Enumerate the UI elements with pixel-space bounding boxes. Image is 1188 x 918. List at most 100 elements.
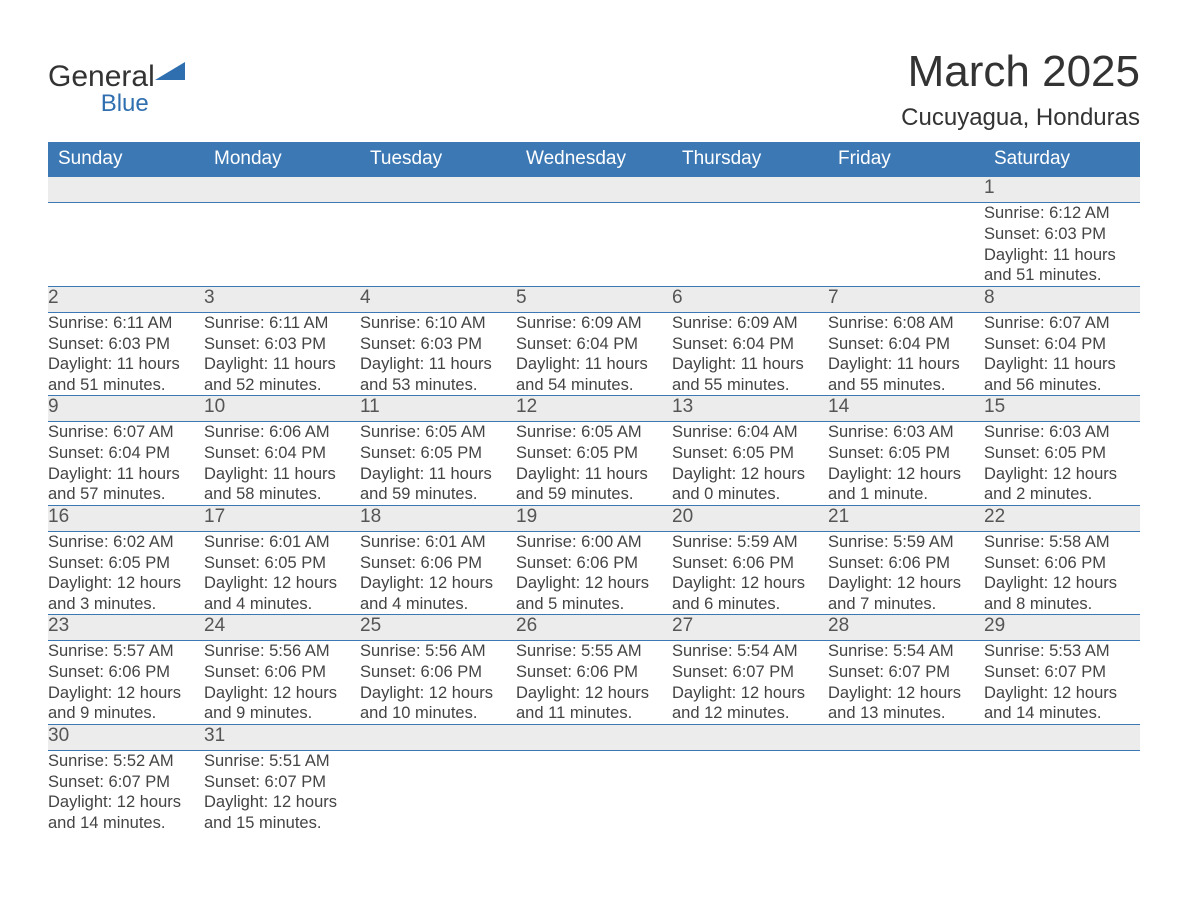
weekday-header: Tuesday xyxy=(360,142,516,177)
sunrise-line: Sunrise: 6:11 AM xyxy=(48,313,204,334)
day-detail-cell xyxy=(360,750,516,833)
sunrise-line: Sunrise: 6:05 AM xyxy=(516,422,672,443)
day-number-cell: 17 xyxy=(204,505,360,531)
sunset-line: Sunset: 6:05 PM xyxy=(828,443,984,464)
day-number-cell xyxy=(48,177,204,203)
day-number-cell: 29 xyxy=(984,615,1140,641)
weekday-header: Saturday xyxy=(984,142,1140,177)
daylight-line: Daylight: 12 hours and 11 minutes. xyxy=(516,683,672,724)
sunset-line: Sunset: 6:07 PM xyxy=(48,772,204,793)
weekday-header: Sunday xyxy=(48,142,204,177)
daylight-line: Daylight: 12 hours and 4 minutes. xyxy=(360,573,516,614)
day-number-cell xyxy=(516,724,672,750)
day-number-cell: 3 xyxy=(204,286,360,312)
day-detail-cell: Sunrise: 5:58 AMSunset: 6:06 PMDaylight:… xyxy=(984,531,1140,615)
day-detail-cell xyxy=(516,750,672,833)
day-detail-cell: Sunrise: 6:12 AMSunset: 6:03 PMDaylight:… xyxy=(984,203,1140,287)
day-detail-cell: Sunrise: 6:05 AMSunset: 6:05 PMDaylight:… xyxy=(360,422,516,506)
sunrise-line: Sunrise: 5:59 AM xyxy=(828,532,984,553)
daylight-line: Daylight: 11 hours and 58 minutes. xyxy=(204,464,360,505)
sunrise-line: Sunrise: 6:02 AM xyxy=(48,532,204,553)
day-number-cell: 28 xyxy=(828,615,984,641)
day-detail-row: Sunrise: 5:57 AMSunset: 6:06 PMDaylight:… xyxy=(48,641,1140,725)
day-number-cell: 20 xyxy=(672,505,828,531)
sunrise-line: Sunrise: 5:54 AM xyxy=(672,641,828,662)
day-number-cell: 15 xyxy=(984,396,1140,422)
daylight-line: Daylight: 12 hours and 2 minutes. xyxy=(984,464,1140,505)
sunset-line: Sunset: 6:07 PM xyxy=(672,662,828,683)
day-number-cell xyxy=(672,177,828,203)
day-number-cell: 4 xyxy=(360,286,516,312)
day-number-cell: 23 xyxy=(48,615,204,641)
sunset-line: Sunset: 6:04 PM xyxy=(204,443,360,464)
sunset-line: Sunset: 6:04 PM xyxy=(984,334,1140,355)
sunrise-line: Sunrise: 5:56 AM xyxy=(360,641,516,662)
sunrise-line: Sunrise: 6:08 AM xyxy=(828,313,984,334)
day-number-cell: 22 xyxy=(984,505,1140,531)
logo-sub: Blue xyxy=(48,90,149,118)
sunrise-line: Sunrise: 6:01 AM xyxy=(204,532,360,553)
day-number-cell: 10 xyxy=(204,396,360,422)
day-number-cell: 1 xyxy=(984,177,1140,203)
day-number-row: 9101112131415 xyxy=(48,396,1140,422)
weekday-header: Monday xyxy=(204,142,360,177)
day-detail-cell: Sunrise: 6:11 AMSunset: 6:03 PMDaylight:… xyxy=(204,312,360,396)
day-detail-row: Sunrise: 6:12 AMSunset: 6:03 PMDaylight:… xyxy=(48,203,1140,287)
sunrise-line: Sunrise: 5:54 AM xyxy=(828,641,984,662)
sunrise-line: Sunrise: 5:51 AM xyxy=(204,751,360,772)
day-detail-cell: Sunrise: 5:53 AMSunset: 6:07 PMDaylight:… xyxy=(984,641,1140,725)
sunset-line: Sunset: 6:03 PM xyxy=(48,334,204,355)
day-detail-cell: Sunrise: 6:03 AMSunset: 6:05 PMDaylight:… xyxy=(828,422,984,506)
day-number-cell xyxy=(360,724,516,750)
day-detail-row: Sunrise: 6:07 AMSunset: 6:04 PMDaylight:… xyxy=(48,422,1140,506)
sunset-line: Sunset: 6:06 PM xyxy=(828,553,984,574)
day-number-cell: 11 xyxy=(360,396,516,422)
sunrise-line: Sunrise: 6:04 AM xyxy=(672,422,828,443)
day-detail-cell: Sunrise: 6:02 AMSunset: 6:05 PMDaylight:… xyxy=(48,531,204,615)
day-number-cell xyxy=(828,724,984,750)
day-detail-cell: Sunrise: 5:51 AMSunset: 6:07 PMDaylight:… xyxy=(204,750,360,833)
day-detail-cell: Sunrise: 5:52 AMSunset: 6:07 PMDaylight:… xyxy=(48,750,204,833)
day-detail-cell: Sunrise: 5:56 AMSunset: 6:06 PMDaylight:… xyxy=(204,641,360,725)
day-detail-cell: Sunrise: 6:06 AMSunset: 6:04 PMDaylight:… xyxy=(204,422,360,506)
day-detail-cell: Sunrise: 6:04 AMSunset: 6:05 PMDaylight:… xyxy=(672,422,828,506)
sunset-line: Sunset: 6:07 PM xyxy=(984,662,1140,683)
title-block: March 2025 Cucuyagua, Honduras xyxy=(901,48,1140,132)
day-detail-cell: Sunrise: 5:57 AMSunset: 6:06 PMDaylight:… xyxy=(48,641,204,725)
day-detail-cell xyxy=(360,203,516,287)
day-number-cell xyxy=(516,177,672,203)
day-number-cell: 9 xyxy=(48,396,204,422)
location: Cucuyagua, Honduras xyxy=(901,104,1140,132)
day-number-cell: 16 xyxy=(48,505,204,531)
day-detail-cell: Sunrise: 6:00 AMSunset: 6:06 PMDaylight:… xyxy=(516,531,672,615)
logo-mark-icon xyxy=(155,62,189,95)
logo: General Blue xyxy=(48,62,189,118)
day-number-cell: 30 xyxy=(48,724,204,750)
sunset-line: Sunset: 6:04 PM xyxy=(828,334,984,355)
sunrise-line: Sunrise: 6:01 AM xyxy=(360,532,516,553)
day-detail-cell xyxy=(828,750,984,833)
day-number-cell: 14 xyxy=(828,396,984,422)
day-number-cell: 5 xyxy=(516,286,672,312)
daylight-line: Daylight: 12 hours and 10 minutes. xyxy=(360,683,516,724)
sunset-line: Sunset: 6:06 PM xyxy=(48,662,204,683)
sunrise-line: Sunrise: 6:07 AM xyxy=(48,422,204,443)
sunrise-line: Sunrise: 6:00 AM xyxy=(516,532,672,553)
day-detail-cell xyxy=(48,203,204,287)
sunset-line: Sunset: 6:05 PM xyxy=(204,553,360,574)
sunset-line: Sunset: 6:05 PM xyxy=(48,553,204,574)
sunset-line: Sunset: 6:06 PM xyxy=(672,553,828,574)
daylight-line: Daylight: 12 hours and 0 minutes. xyxy=(672,464,828,505)
day-detail-cell xyxy=(984,750,1140,833)
day-number-cell: 21 xyxy=(828,505,984,531)
day-number-cell xyxy=(828,177,984,203)
sunset-line: Sunset: 6:04 PM xyxy=(48,443,204,464)
logo-name: General xyxy=(48,62,155,92)
sunrise-line: Sunrise: 6:10 AM xyxy=(360,313,516,334)
sunrise-line: Sunrise: 5:55 AM xyxy=(516,641,672,662)
daylight-line: Daylight: 11 hours and 59 minutes. xyxy=(516,464,672,505)
daylight-line: Daylight: 12 hours and 5 minutes. xyxy=(516,573,672,614)
day-detail-cell xyxy=(204,203,360,287)
day-number-row: 1 xyxy=(48,177,1140,203)
sunset-line: Sunset: 6:06 PM xyxy=(516,662,672,683)
